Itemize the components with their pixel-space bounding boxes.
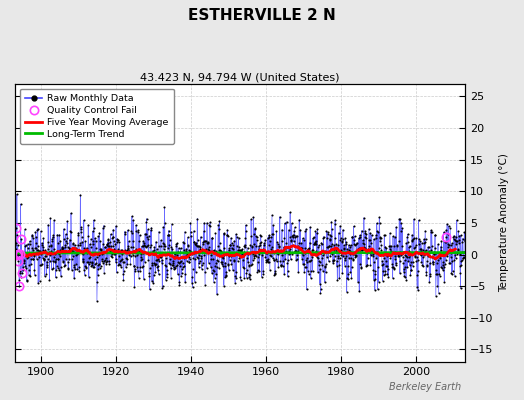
Title: 43.423 N, 94.794 W (United States): 43.423 N, 94.794 W (United States) <box>140 73 340 83</box>
Y-axis label: Temperature Anomaly (°C): Temperature Anomaly (°C) <box>499 154 509 292</box>
Text: ESTHERVILLE 2 N: ESTHERVILLE 2 N <box>188 8 336 23</box>
Text: Berkeley Earth: Berkeley Earth <box>389 382 461 392</box>
Legend: Raw Monthly Data, Quality Control Fail, Five Year Moving Average, Long-Term Tren: Raw Monthly Data, Quality Control Fail, … <box>20 88 174 144</box>
